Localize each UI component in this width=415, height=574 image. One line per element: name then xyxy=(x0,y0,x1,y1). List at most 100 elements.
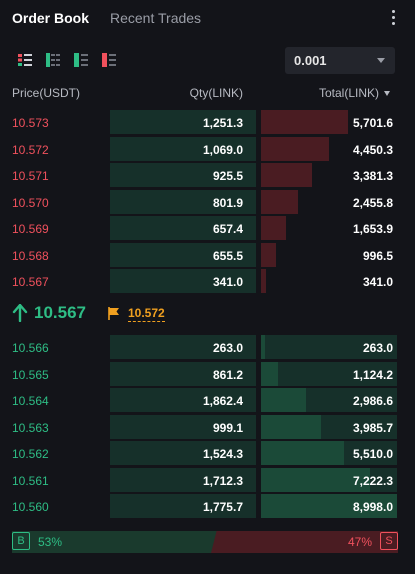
bid-row[interactable]: 10.565 861.2 1,124.2 xyxy=(0,361,415,388)
buy-badge: B xyxy=(12,532,30,550)
ask-row[interactable]: 10.571 925.5 3,381.3 xyxy=(0,162,415,189)
depth-bar xyxy=(261,361,278,386)
arrow-up-icon xyxy=(12,304,28,322)
view-both-icon[interactable] xyxy=(18,53,32,67)
view-toggle-group xyxy=(18,53,116,67)
qty-cell-bg xyxy=(110,163,256,187)
qty-cell-bg xyxy=(110,110,256,134)
row-qty: 263.0 xyxy=(212,341,243,355)
row-price: 10.568 xyxy=(12,248,49,263)
row-total: 341.0 xyxy=(362,275,393,289)
qty-cell-bg xyxy=(110,335,256,359)
row-qty: 1,712.3 xyxy=(202,473,243,488)
column-header-price: Price(USDT) xyxy=(12,86,80,100)
bid-row[interactable]: 10.566 263.0 263.0 xyxy=(0,334,415,361)
row-total: 3,985.7 xyxy=(352,420,393,435)
row-total: 1,124.2 xyxy=(352,367,393,382)
depth-bar xyxy=(261,494,397,518)
view-depth-icon[interactable] xyxy=(102,53,116,67)
row-price: 10.561 xyxy=(12,473,49,488)
ask-row[interactable]: 10.567 341.0 341.0 xyxy=(0,268,415,295)
ask-row[interactable]: 10.573 1,251.3 5,701.6 xyxy=(0,109,415,136)
qty-cell-bg xyxy=(110,216,256,240)
row-price: 10.572 xyxy=(12,142,49,157)
row-total: 4,450.3 xyxy=(352,142,393,157)
qty-cell-bg xyxy=(110,494,256,518)
row-price: 10.563 xyxy=(12,420,49,435)
row-total: 5,510.0 xyxy=(352,447,393,461)
row-qty: 925.5 xyxy=(212,169,243,183)
row-price: 10.571 xyxy=(12,169,49,183)
sell-badge: S xyxy=(380,532,398,550)
row-total: 7,222.3 xyxy=(352,473,393,488)
depth-bar xyxy=(261,335,265,359)
row-price: 10.573 xyxy=(12,116,49,130)
ask-row[interactable]: 10.572 1,069.0 4,450.3 xyxy=(0,136,415,163)
bid-row[interactable]: 10.560 1,775.7 8,998.0 xyxy=(0,493,415,520)
bid-row[interactable]: 10.561 1,712.3 7,222.3 xyxy=(0,467,415,494)
row-total: 996.5 xyxy=(362,248,393,263)
qty-cell-bg xyxy=(110,189,256,214)
mark-price[interactable]: 10.572 xyxy=(128,306,165,322)
row-total: 2,986.6 xyxy=(352,394,393,408)
depth-track xyxy=(261,361,397,386)
precision-value: 0.001 xyxy=(294,53,327,68)
row-price: 10.564 xyxy=(12,394,49,408)
ask-row[interactable]: 10.569 657.4 1,653.9 xyxy=(0,215,415,242)
row-qty: 1,251.3 xyxy=(202,116,243,130)
row-total: 263.0 xyxy=(362,341,393,355)
row-qty: 657.4 xyxy=(212,222,243,236)
depth-bar xyxy=(261,110,348,134)
mid-price-row: 10.567 10.572 xyxy=(12,301,402,325)
panel-header: Order Book Recent Trades xyxy=(0,0,415,36)
buy-ratio-fill xyxy=(12,531,223,553)
view-asks-icon[interactable] xyxy=(74,53,88,67)
bid-row[interactable]: 10.564 1,862.4 2,986.6 xyxy=(0,387,415,414)
tab-recent-trades[interactable]: Recent Trades xyxy=(110,10,202,26)
row-price: 10.566 xyxy=(12,341,49,355)
qty-cell-bg xyxy=(110,361,256,386)
sell-percent: 47% xyxy=(347,535,372,549)
row-qty: 655.5 xyxy=(212,248,243,263)
qty-cell-bg xyxy=(110,414,256,439)
row-qty: 801.9 xyxy=(212,195,243,210)
row-qty: 1,069.0 xyxy=(202,142,243,157)
bid-row[interactable]: 10.562 1,524.3 5,510.0 xyxy=(0,440,415,467)
ask-rows: 10.573 1,251.3 5,701.6 10.572 1,069.0 4,450.3… xyxy=(0,109,415,295)
row-total: 8,998.0 xyxy=(352,500,393,514)
sort-caret-icon[interactable] xyxy=(384,91,390,96)
depth-bar xyxy=(261,441,344,465)
depth-bar xyxy=(261,467,370,492)
row-total: 3,381.3 xyxy=(352,169,393,183)
last-price: 10.567 xyxy=(34,303,86,322)
caret-down-icon xyxy=(377,58,385,63)
column-header-qty: Qty(LINK) xyxy=(189,86,243,100)
row-qty: 999.1 xyxy=(212,420,243,435)
row-qty: 1,524.3 xyxy=(202,447,243,461)
depth-bar xyxy=(261,242,276,267)
row-price: 10.560 xyxy=(12,500,49,514)
qty-cell-bg xyxy=(110,441,256,465)
depth-bar xyxy=(261,163,312,187)
bid-row[interactable]: 10.563 999.1 3,985.7 xyxy=(0,414,415,441)
view-bids-icon[interactable] xyxy=(46,53,60,67)
row-price: 10.562 xyxy=(12,447,49,461)
depth-bar xyxy=(261,388,306,412)
buy-sell-ratio-bar: B 53% 47% S xyxy=(12,531,398,553)
qty-cell-bg xyxy=(110,136,256,161)
depth-bar xyxy=(261,216,286,240)
tab-order-book[interactable]: Order Book xyxy=(12,10,90,26)
kebab-menu-icon[interactable] xyxy=(391,10,395,26)
qty-cell-bg xyxy=(110,269,256,293)
qty-cell-bg xyxy=(110,467,256,492)
depth-track xyxy=(261,335,397,359)
flag-icon xyxy=(108,307,119,320)
depth-bar xyxy=(261,269,266,293)
ask-row[interactable]: 10.570 801.9 2,455.8 xyxy=(0,189,415,216)
qty-cell-bg xyxy=(110,388,256,412)
row-qty: 341.0 xyxy=(212,275,243,289)
column-header-total[interactable]: Total(LINK) xyxy=(318,86,379,100)
ask-row[interactable]: 10.568 655.5 996.5 xyxy=(0,242,415,269)
precision-select[interactable]: 0.001 xyxy=(285,47,395,74)
bid-rows: 10.566 263.0 263.0 10.565 861.2 1,124.2 10.564… xyxy=(0,334,415,520)
